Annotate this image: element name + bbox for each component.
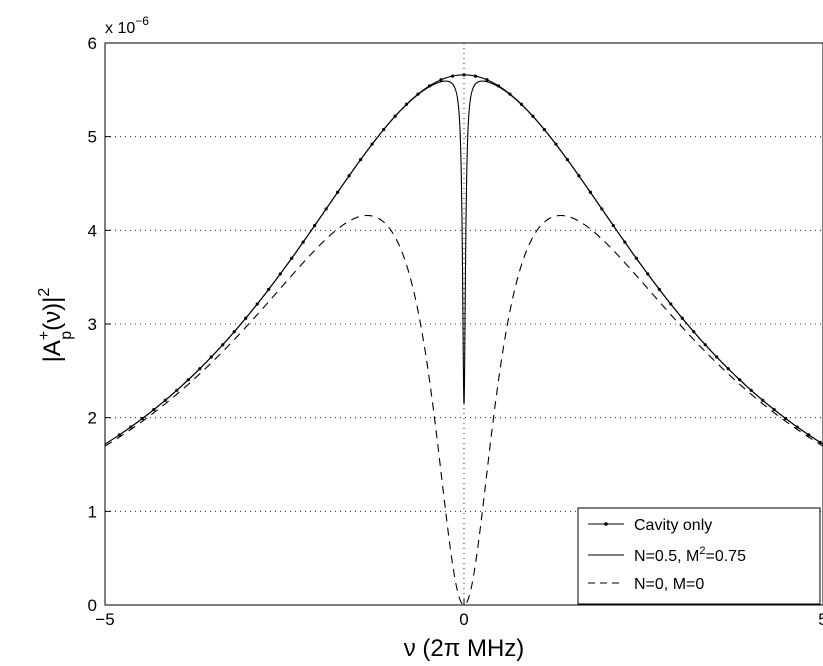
y-multiplier-exponent: −6 [135, 14, 149, 28]
legend-marker-cavity-only [604, 522, 608, 526]
legend-label-n0: N=0, M=0 [634, 576, 704, 593]
cavity-only-marker [450, 74, 455, 78]
x-tick-label-0: 0 [459, 610, 468, 629]
legend-label-n05: N=0.5, M2=0.75 [634, 545, 746, 565]
svg-text:x 10−6: x 10−6 [105, 14, 149, 37]
cavity-only-marker [473, 74, 478, 78]
y-tick-label-2: 2 [88, 409, 97, 428]
cavity-only-marker [439, 78, 443, 82]
y-axis-label: |A+ p(ν)|2 [36, 288, 75, 363]
legend-label-cavity-only: Cavity only [634, 517, 712, 534]
y-multiplier: x 10−6 [105, 14, 149, 37]
ylabel-base: |A [39, 340, 66, 362]
x-axis-label: ν (2π MHz) [404, 635, 525, 662]
grid [105, 42, 823, 605]
ylabel-pow: 2 [36, 288, 53, 297]
series-n05-m075 [104, 80, 823, 445]
ylabel-mid: (ν)| [39, 297, 66, 331]
x-tick-label--5: −5 [95, 610, 114, 629]
y-tick-label-1: 1 [88, 502, 97, 521]
svg-text:|A+p(ν)|2: |A+ p(ν)|2 [36, 288, 75, 363]
cavity-only-marker [462, 73, 466, 77]
y-tick-label-6: 6 [88, 34, 97, 53]
curves [104, 73, 823, 606]
cavity-only-marker [485, 78, 489, 82]
y-tick-label-4: 4 [88, 221, 97, 240]
x-tick-label-5: 5 [818, 610, 823, 629]
series-n0-m0 [104, 214, 823, 606]
y-multiplier-base: x 10 [105, 20, 135, 37]
ylabel-sup: + [36, 331, 53, 340]
legend: Cavity only N=0.5, M2=0.75 N=0, M=0 [577, 507, 821, 605]
y-tick-label-0: 0 [88, 596, 97, 615]
ylabel-sub: p [58, 331, 75, 340]
y-tick-label-3: 3 [88, 315, 97, 334]
y-tick-label-5: 5 [88, 128, 97, 147]
